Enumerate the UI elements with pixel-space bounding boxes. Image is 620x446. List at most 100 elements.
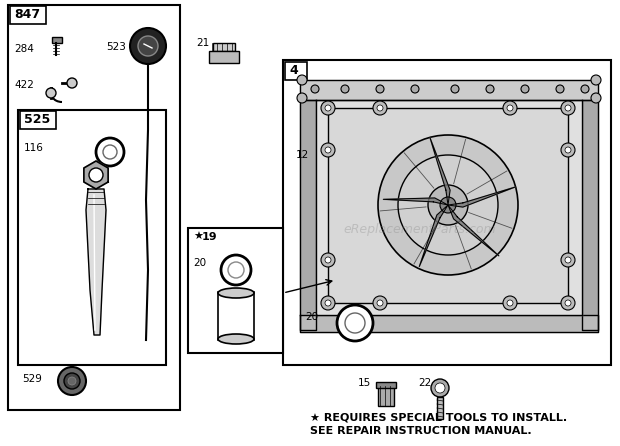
Polygon shape [448, 187, 516, 207]
Text: 12: 12 [296, 150, 309, 160]
Circle shape [138, 36, 158, 56]
Circle shape [376, 85, 384, 93]
Bar [285, 62, 307, 80]
Circle shape [337, 305, 373, 341]
Circle shape [561, 253, 575, 267]
Text: 422: 422 [14, 80, 34, 90]
Text: 20: 20 [305, 312, 318, 322]
Circle shape [46, 88, 56, 98]
Circle shape [67, 78, 77, 88]
Circle shape [378, 135, 518, 275]
Text: SEE REPAIR INSTRUCTION MANUAL.: SEE REPAIR INSTRUCTION MANUAL. [310, 426, 531, 436]
Polygon shape [419, 205, 448, 267]
Circle shape [103, 145, 117, 159]
Circle shape [486, 85, 494, 93]
Circle shape [325, 257, 331, 263]
Text: 15: 15 [358, 378, 371, 388]
Polygon shape [300, 80, 598, 100]
Bar [218, 292, 254, 340]
Circle shape [321, 101, 335, 115]
Circle shape [377, 105, 383, 111]
Circle shape [297, 93, 307, 103]
Text: 523: 523 [106, 42, 126, 52]
Circle shape [428, 185, 468, 225]
Circle shape [431, 379, 449, 397]
Circle shape [435, 383, 445, 393]
Circle shape [451, 85, 459, 93]
Bar [213, 43, 235, 51]
Circle shape [325, 300, 331, 306]
Circle shape [68, 377, 76, 385]
Circle shape [565, 147, 571, 153]
Circle shape [556, 85, 564, 93]
Polygon shape [316, 100, 582, 315]
Text: 284: 284 [14, 44, 34, 54]
Circle shape [221, 255, 251, 285]
Circle shape [591, 93, 601, 103]
Circle shape [228, 262, 244, 278]
Bar [209, 51, 239, 63]
Circle shape [507, 300, 513, 306]
Circle shape [341, 85, 349, 93]
Text: 21: 21 [196, 38, 210, 48]
Circle shape [440, 197, 456, 213]
Circle shape [373, 296, 387, 310]
Circle shape [321, 143, 335, 157]
Text: ★: ★ [193, 232, 203, 242]
Circle shape [89, 168, 103, 182]
Bar [52, 37, 62, 43]
Text: 529: 529 [22, 374, 42, 384]
Ellipse shape [218, 288, 254, 298]
Circle shape [130, 28, 166, 64]
Circle shape [377, 300, 383, 306]
Circle shape [321, 296, 335, 310]
Circle shape [561, 143, 575, 157]
Circle shape [565, 257, 571, 263]
Text: 116: 116 [24, 143, 44, 153]
Circle shape [561, 101, 575, 115]
Bar [378, 386, 394, 406]
Text: eReplacementParts.com: eReplacementParts.com [343, 223, 497, 236]
Text: ★ REQUIRES SPECIAL TOOLS TO INSTALL.: ★ REQUIRES SPECIAL TOOLS TO INSTALL. [310, 412, 567, 422]
Text: 847: 847 [14, 8, 40, 21]
Polygon shape [383, 198, 448, 205]
Circle shape [311, 85, 319, 93]
Bar [18, 110, 166, 365]
Circle shape [373, 101, 387, 115]
Circle shape [64, 373, 80, 389]
Bar [437, 397, 443, 419]
Text: 4: 4 [289, 64, 298, 77]
Bar [283, 60, 611, 365]
Bar [20, 111, 56, 129]
Bar [10, 6, 46, 24]
Bar [376, 382, 396, 388]
Bar [188, 228, 283, 353]
Circle shape [503, 101, 517, 115]
Circle shape [297, 75, 307, 85]
Text: 22: 22 [418, 378, 432, 388]
Circle shape [565, 105, 571, 111]
Circle shape [565, 300, 571, 306]
Ellipse shape [218, 334, 254, 344]
Text: 525: 525 [24, 113, 50, 126]
Circle shape [58, 367, 86, 395]
Polygon shape [84, 161, 108, 189]
Circle shape [345, 313, 365, 333]
Polygon shape [430, 137, 450, 205]
Text: 19: 19 [202, 232, 218, 242]
Circle shape [411, 85, 419, 93]
Bar [8, 5, 180, 410]
Circle shape [507, 105, 513, 111]
Circle shape [325, 105, 331, 111]
Circle shape [321, 253, 335, 267]
Text: 20: 20 [193, 258, 206, 268]
Circle shape [96, 138, 124, 166]
Circle shape [521, 85, 529, 93]
Polygon shape [300, 100, 316, 330]
Circle shape [581, 85, 589, 93]
Polygon shape [448, 205, 499, 256]
Circle shape [325, 147, 331, 153]
Circle shape [561, 296, 575, 310]
Polygon shape [300, 315, 598, 332]
Circle shape [591, 75, 601, 85]
